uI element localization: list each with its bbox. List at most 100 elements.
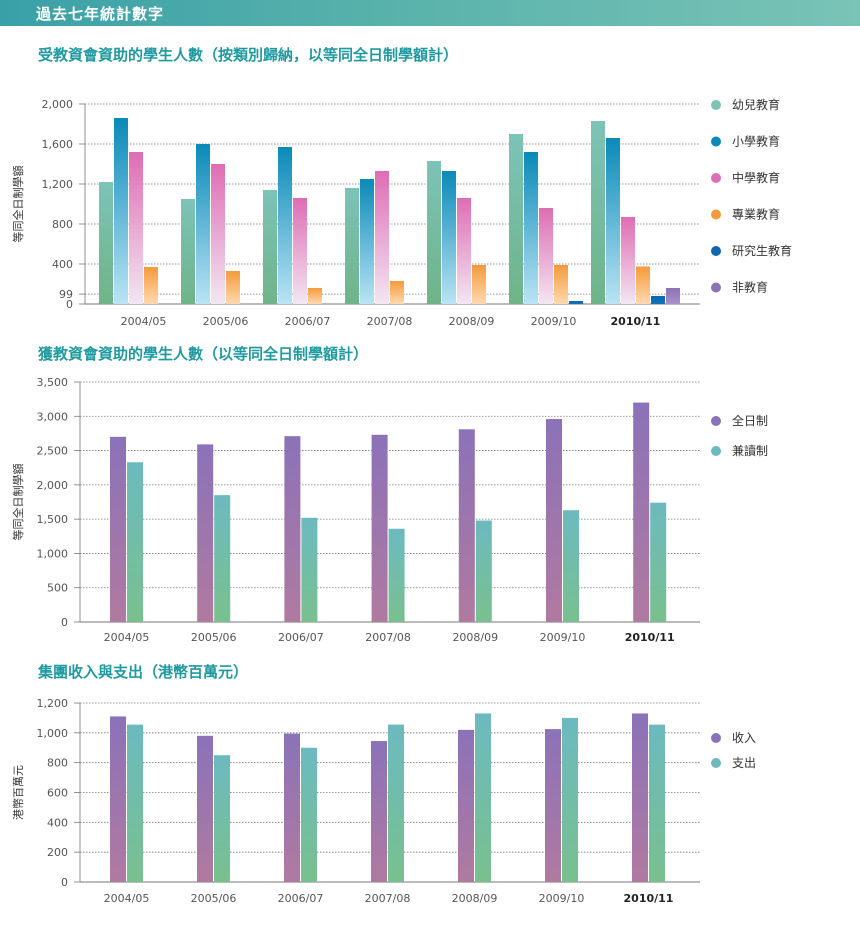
y-tick-label: 600 [47,787,68,800]
bar-2009-10-3 [554,265,568,304]
y-axis-title: 等同全日制學額 [11,464,25,541]
bar-2007-08-3 [390,281,404,304]
x-category-label: 2010/11 [625,631,675,644]
bar-2007-08-2 [375,171,389,304]
legend-label: 研究生教育 [732,243,792,258]
x-category-label: 2008/09 [449,315,495,328]
x-category-label: 2006/07 [278,892,324,905]
legend-label: 中學教育 [732,170,780,185]
legend-label: 收入 [732,731,756,745]
bar-2009-10-4 [569,301,583,304]
bar-2010-11-2 [621,217,635,304]
y-tick-label: 2,500 [37,445,69,458]
x-category-label: 2010/11 [611,315,661,328]
x-category-label: 2007/08 [367,315,413,328]
bar-2010-11-1 [650,502,667,622]
bar-2010-11-4 [651,296,665,304]
bar-2008-09-2 [457,198,471,304]
bar-2006-07-1 [301,747,317,882]
bar-2005-06-0 [197,444,214,622]
bar-2007-08-0 [371,434,388,622]
y-tick-label: 2,000 [37,479,69,492]
y-tick-label: 800 [47,757,68,770]
bar-2007-08-1 [360,179,374,304]
bar-2004-05-0 [99,182,113,304]
y-tick-label: 0 [61,616,68,629]
bar-2005-06-1 [214,495,231,622]
header-title: 過去七年統計數字 [36,5,165,23]
bar-2007-08-1 [388,528,405,622]
y-tick-label: 1,200 [37,697,69,710]
x-category-label: 2004/05 [121,315,167,328]
bar-2004-05-0 [110,716,126,882]
chart3-title: 集團收入與支出（港幣百萬元） [38,663,249,681]
bar-2008-09-1 [475,713,491,882]
bar-2006-07-0 [284,436,301,622]
bar-2007-08-0 [345,188,359,304]
legend-label: 專業教育 [732,207,780,222]
chart2-title: 獲教資會資助的學生人數（以等同全日制學額計） [38,345,369,363]
bar-2005-06-1 [214,755,230,882]
bar-2009-10-0 [509,134,523,304]
chart1-enrolment-by-category: 099 400 800 1,200 1,600 2,000 等同全日制學額 2004/05 20… [11,97,792,328]
legend-label: 非教育 [732,280,768,295]
y-tick-label: 0 [66,298,73,311]
x-category-label: 2006/07 [278,631,324,644]
bar-2005-06-0 [197,735,213,882]
bar-2008-09-1 [442,171,456,304]
header-bar: 過去七年統計數字 [0,0,860,26]
y-tick-label: 3,500 [37,376,69,389]
bar-2006-07-1 [301,517,318,622]
legend-swatch [711,416,721,426]
legend-swatch [711,282,721,293]
y-tick-label: 2,000 [42,98,74,111]
x-category-label: 2004/05 [104,892,150,905]
x-category-label: 2010/11 [624,892,674,905]
x-category-label: 2007/08 [365,631,411,644]
bar-2008-09-3 [472,265,486,304]
x-category-label: 2009/10 [539,892,585,905]
bar-2009-10-1 [524,152,538,304]
y-tick-label: 400 [47,816,68,829]
y-tick-label: 1,200 [42,178,74,191]
x-category-label: 2006/07 [285,315,331,328]
bar-2010-11-0 [633,402,650,622]
legend-swatch [711,173,721,183]
legend-label: 幼兒教育 [732,97,780,112]
y-tick-label: 1,500 [37,513,69,526]
bar-2008-09-0 [458,429,475,622]
legend-label: 小學教育 [732,134,780,149]
bar-2009-10-0 [546,419,562,622]
bar-2004-05-1 [127,462,143,622]
chart3-income-expenditure: 0 200 400 600 800 1,000 1,200 港幣百萬元 2004/05 2005/… [12,697,756,905]
y-tick-label: 500 [47,582,68,595]
bar-2006-07-0 [284,733,300,882]
x-category-label: 2004/05 [104,631,150,644]
bar-2004-05-1 [114,118,128,304]
bar-2010-11-0 [591,121,605,304]
y-tick-label: 0 [61,876,68,889]
y-tick-label: 99 [59,288,73,301]
bar-2004-05-0 [110,436,126,622]
bar-2005-06-0 [181,199,195,304]
bar-2008-09-1 [475,520,492,622]
y-tick-label: 400 [52,258,73,271]
legend-swatch [711,446,721,456]
y-tick-label: 1,000 [37,547,69,560]
bar-2009-10-1 [563,510,579,622]
y-axis-title: 等同全日制學額 [11,166,25,243]
bar-2010-11-3 [636,266,650,304]
bar-2005-06-2 [211,164,225,304]
legend-swatch [711,100,721,110]
legend-label: 支出 [732,756,756,770]
x-category-label: 2008/09 [452,892,498,905]
bar-2005-06-3 [226,271,240,304]
legend-label: 全日制 [732,413,768,428]
bar-2009-10-1 [562,717,578,882]
bar-2006-07-3 [308,288,322,304]
y-axis-title: 港幣百萬元 [12,765,25,820]
legend-swatch [711,733,721,743]
bar-2007-08-0 [371,741,387,882]
y-tick-label: 1,600 [42,138,74,151]
bar-2006-07-2 [293,198,307,304]
